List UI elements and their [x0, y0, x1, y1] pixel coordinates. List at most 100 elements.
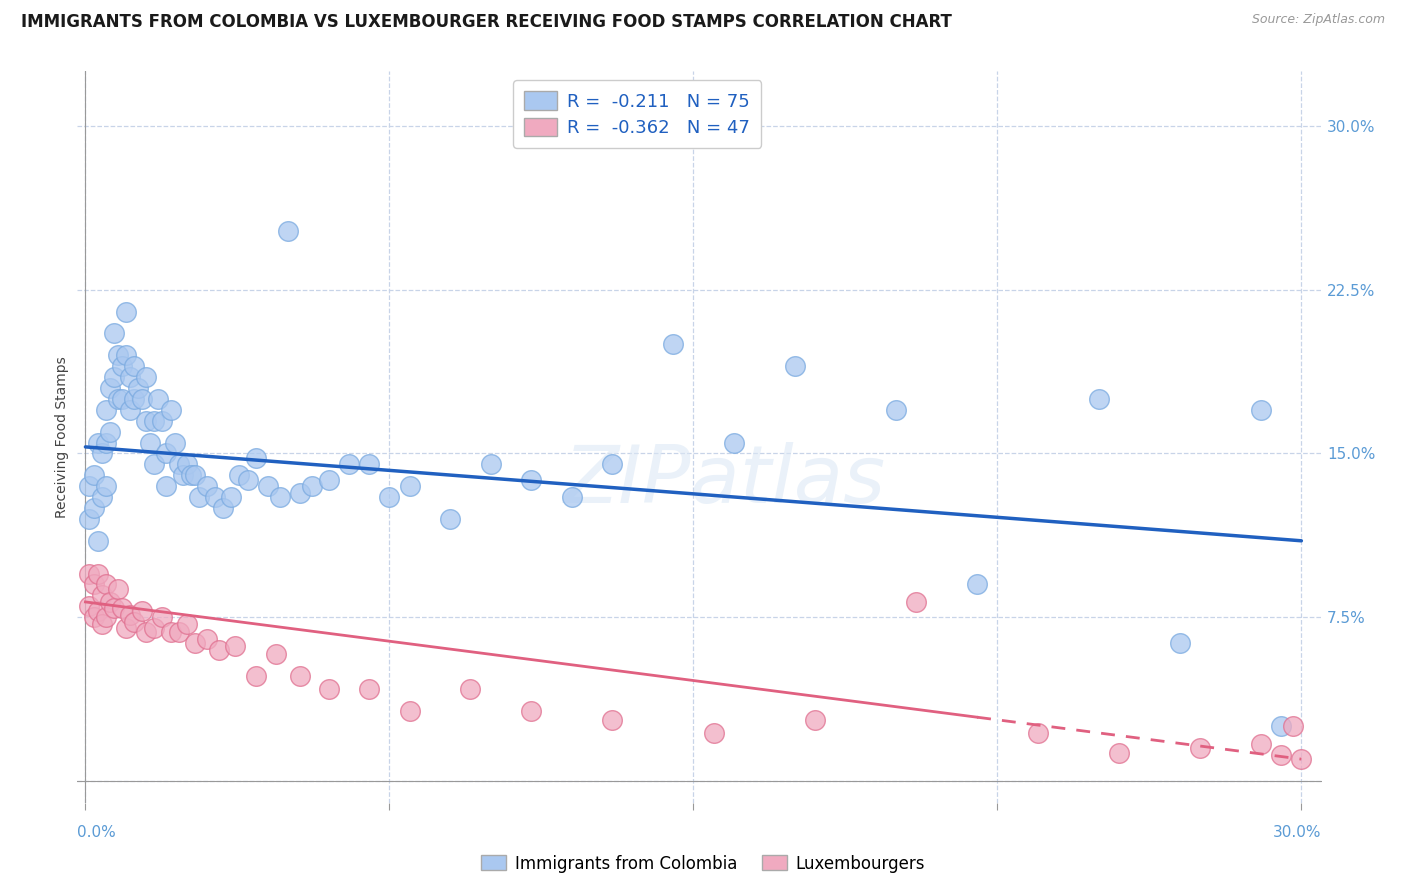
Point — [783, 359, 806, 373]
Point — [127, 381, 149, 395]
Point — [245, 669, 267, 683]
Point — [79, 599, 101, 614]
Text: IMMIGRANTS FROM COLOMBIA VS LUXEMBOURGER RECEIVING FOOD STAMPS CORRELATION CHART: IMMIGRANTS FROM COLOMBIA VS LUXEMBOURGER… — [21, 13, 952, 31]
Point — [79, 512, 101, 526]
Point — [256, 479, 278, 493]
Point — [264, 648, 287, 662]
Point — [398, 479, 420, 493]
Point — [1291, 752, 1313, 766]
Point — [98, 595, 121, 609]
Point — [159, 402, 181, 417]
Point — [212, 501, 235, 516]
Point — [318, 682, 340, 697]
Point — [277, 224, 299, 238]
Point — [378, 490, 401, 504]
Point — [204, 490, 226, 504]
Point — [103, 601, 125, 615]
Point — [94, 610, 117, 624]
Point — [115, 621, 138, 635]
Point — [439, 512, 461, 526]
Point — [269, 490, 291, 504]
Point — [143, 621, 166, 635]
Point — [1250, 402, 1272, 417]
Point — [172, 468, 194, 483]
Point — [187, 490, 209, 504]
Point — [180, 468, 202, 483]
Point — [155, 479, 177, 493]
Point — [460, 682, 482, 697]
Point — [86, 533, 108, 548]
Point — [94, 577, 117, 591]
Point — [135, 625, 157, 640]
Point — [905, 595, 928, 609]
Point — [290, 485, 312, 500]
Point — [122, 615, 145, 629]
Point — [79, 479, 101, 493]
Text: 0.0%: 0.0% — [77, 825, 117, 840]
Point — [398, 704, 420, 718]
Point — [90, 446, 112, 460]
Point — [1026, 726, 1049, 740]
Point — [94, 435, 117, 450]
Point — [107, 392, 129, 406]
Point — [359, 458, 381, 472]
Point — [83, 501, 105, 516]
Point — [90, 616, 112, 631]
Y-axis label: Receiving Food Stamps: Receiving Food Stamps — [55, 356, 69, 518]
Point — [118, 607, 141, 622]
Point — [1282, 719, 1305, 733]
Point — [135, 414, 157, 428]
Point — [115, 348, 138, 362]
Point — [479, 458, 502, 472]
Legend: R =  -0.211   N = 75, R =  -0.362   N = 47: R = -0.211 N = 75, R = -0.362 N = 47 — [513, 80, 761, 148]
Point — [155, 446, 177, 460]
Point — [143, 458, 166, 472]
Point — [107, 582, 129, 596]
Point — [118, 402, 141, 417]
Point — [163, 435, 186, 450]
Point — [195, 632, 218, 646]
Point — [115, 304, 138, 318]
Legend: Immigrants from Colombia, Luxembourgers: Immigrants from Colombia, Luxembourgers — [475, 848, 931, 880]
Point — [184, 636, 207, 650]
Point — [228, 468, 250, 483]
Point — [86, 435, 108, 450]
Point — [176, 616, 198, 631]
Point — [152, 414, 174, 428]
Text: Source: ZipAtlas.com: Source: ZipAtlas.com — [1251, 13, 1385, 27]
Point — [122, 392, 145, 406]
Point — [90, 490, 112, 504]
Point — [804, 713, 827, 727]
Point — [245, 450, 267, 465]
Point — [221, 490, 243, 504]
Point — [236, 473, 259, 487]
Point — [1270, 747, 1292, 762]
Point — [208, 643, 231, 657]
Point — [561, 490, 583, 504]
Point — [122, 359, 145, 373]
Point — [148, 392, 170, 406]
Point — [94, 479, 117, 493]
Point — [103, 326, 125, 341]
Point — [195, 479, 218, 493]
Point — [159, 625, 181, 640]
Point — [135, 370, 157, 384]
Point — [176, 458, 198, 472]
Point — [79, 566, 101, 581]
Point — [602, 458, 624, 472]
Point — [520, 473, 543, 487]
Point — [520, 704, 543, 718]
Point — [1250, 737, 1272, 751]
Point — [167, 458, 190, 472]
Point — [83, 577, 105, 591]
Point — [131, 392, 153, 406]
Point — [139, 435, 162, 450]
Point — [1108, 746, 1130, 760]
Point — [1189, 741, 1212, 756]
Point — [1270, 719, 1292, 733]
Point — [167, 625, 190, 640]
Point — [1168, 636, 1191, 650]
Point — [118, 370, 141, 384]
Point — [103, 370, 125, 384]
Point — [94, 402, 117, 417]
